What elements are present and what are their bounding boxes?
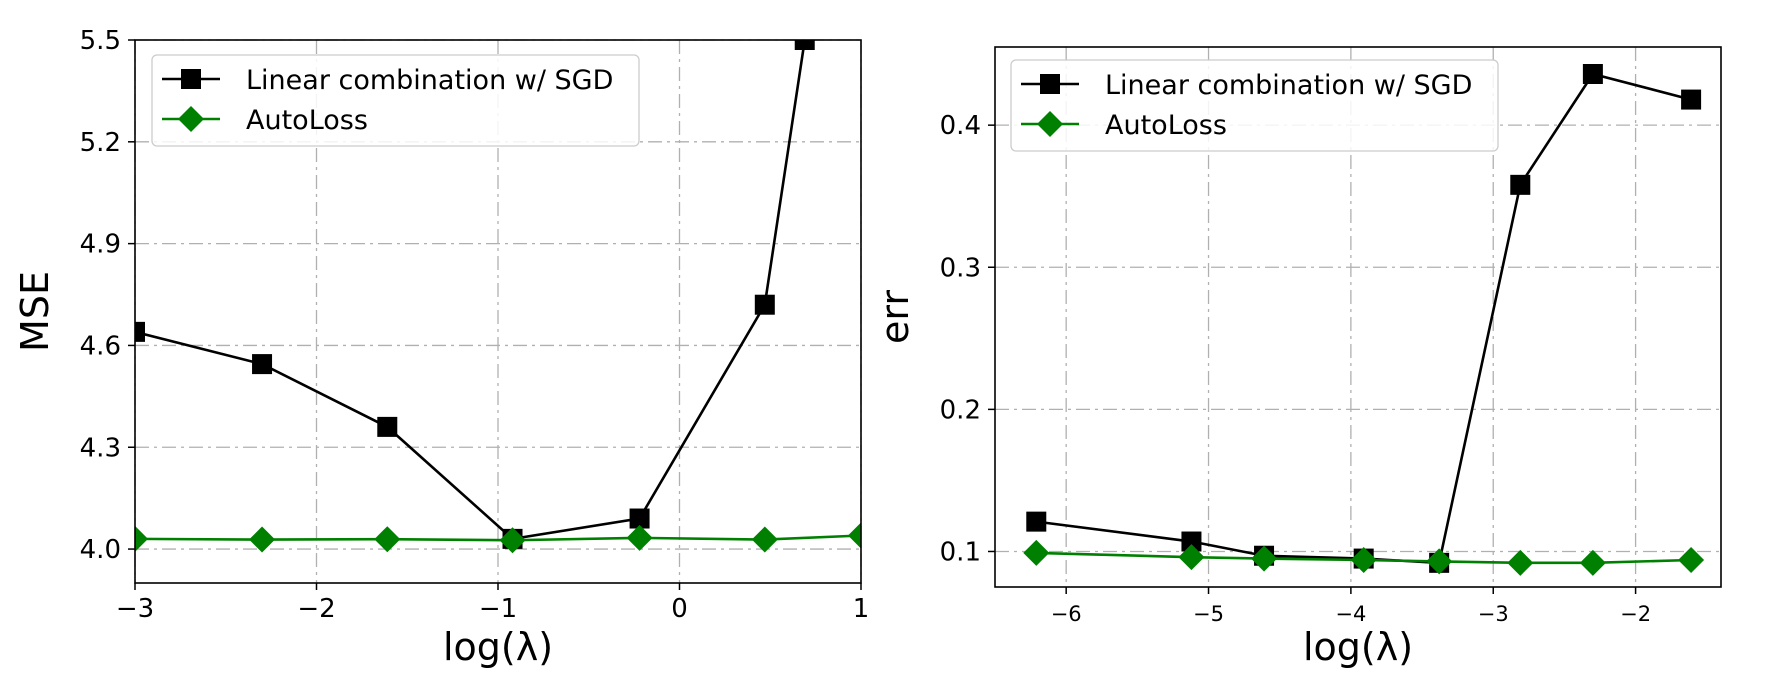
chart-2-series-2-point — [1426, 548, 1453, 575]
chart-1-series-1-point — [754, 294, 775, 315]
chart-1-series-2-point — [249, 526, 276, 553]
chart-2-series-2-point — [1251, 545, 1278, 572]
chart-1-xtick-label: −1 — [479, 594, 517, 624]
chart-2-ytick-label: 0.1 — [940, 537, 981, 567]
chart-1-xtick-label: 1 — [853, 594, 870, 624]
chart-2-xtick-label: −4 — [1335, 602, 1366, 626]
chart-2-ytick-label: 0.3 — [940, 253, 981, 283]
chart-2-legend-marker-2 — [1037, 111, 1063, 137]
chart-2-series-1-point — [1582, 64, 1603, 84]
chart-1-series-2-point — [374, 526, 401, 553]
chart-2-xtick-label: −3 — [1478, 602, 1509, 626]
chart-1-series-2-point — [499, 527, 526, 554]
chart-2-legend-label-2: AutoLoss — [1105, 110, 1227, 141]
chart-1-x-axis-label: log(λ) — [443, 625, 553, 669]
chart-1-series-1-point — [252, 354, 273, 375]
chart-2-xtick-label: −2 — [1620, 602, 1651, 626]
chart-2-series-1-point — [1681, 89, 1702, 110]
chart-1-xtick-label: −3 — [116, 594, 154, 624]
chart-1-ytick-label: 4.9 — [80, 230, 121, 260]
chart-2-series-1-point — [1026, 511, 1047, 532]
chart-2-series-2-point — [1178, 544, 1205, 571]
chart-2-plot-area — [1023, 64, 1705, 576]
chart-2-series-2-point — [1023, 539, 1050, 566]
chart-2-series-2-point — [1507, 549, 1534, 576]
chart-2-y-axis-label: err — [873, 290, 917, 344]
chart-1-series-1-point — [629, 508, 650, 529]
chart-1-legend-label-1: Linear combination w/ SGD — [246, 65, 613, 96]
chart-1-legend-marker-2 — [178, 106, 204, 132]
chart-1-series-2-point — [626, 524, 653, 551]
chart-2-legend-box — [1010, 59, 1499, 152]
chart-1-legend-label-2: AutoLoss — [246, 105, 368, 136]
chart-2-xtick-label: −6 — [1051, 602, 1082, 626]
chart-2-frame — [994, 46, 1722, 588]
chart-2-legend-label-1: Linear combination w/ SGD — [1105, 70, 1472, 101]
chart-2-series-2-point — [1579, 549, 1606, 576]
chart-2-legend-marker-1 — [1040, 74, 1060, 94]
chart-2-x-axis-label: log(λ) — [1303, 625, 1413, 669]
chart-1-legend-marker-1 — [181, 69, 201, 89]
chart-1-legend-box — [151, 54, 640, 147]
chart-2-xtick-label: −5 — [1193, 602, 1224, 626]
chart-1-y-axis-label: MSE — [13, 271, 57, 352]
chart-1-legend: Linear combination w/ SGD AutoLoss — [151, 54, 640, 147]
chart-1-series-2-point — [848, 522, 861, 549]
chart-2-ytick-label: 0.4 — [940, 111, 981, 141]
chart-2-series-2-point — [1678, 547, 1705, 573]
chart-1-ytick-label: 5.2 — [80, 128, 121, 158]
chart-2-series-2-point — [1350, 547, 1377, 573]
chart-1-ytick-label: 4.0 — [80, 535, 121, 565]
chart-1-xtick-label: 0 — [671, 594, 688, 624]
chart-2-series-1-point — [1181, 531, 1202, 552]
chart-1-xtick-label: −2 — [297, 594, 335, 624]
chart-2: −6 −5 −4 −3 −2 0.1 0.2 0.3 0.4 log(λ) err Linear co… — [873, 46, 1722, 669]
chart-1-series-1-point — [794, 40, 815, 50]
chart-1-ytick-label: 4.6 — [80, 331, 121, 361]
chart-2-legend: Linear combination w/ SGD AutoLoss — [1010, 59, 1499, 152]
chart-1-ytick-label: 4.3 — [80, 433, 121, 463]
chart-2-ytick-label: 0.2 — [940, 395, 981, 425]
chart-1-series-1-point — [377, 416, 398, 437]
chart-2-series-1-point — [1510, 174, 1531, 195]
chart-1-series-2-point — [135, 525, 148, 552]
chart-1-plot-area — [135, 40, 861, 554]
chart-1: −3 −2 −1 0 1 4.0 4.3 4.6 4.9 5.2 5.5 log(λ) MSE Linea… — [13, 26, 870, 669]
chart-1-series-2-point — [751, 526, 778, 553]
chart-1-series-1-point — [135, 321, 145, 342]
chart-1-ytick-label: 5.5 — [80, 26, 121, 56]
